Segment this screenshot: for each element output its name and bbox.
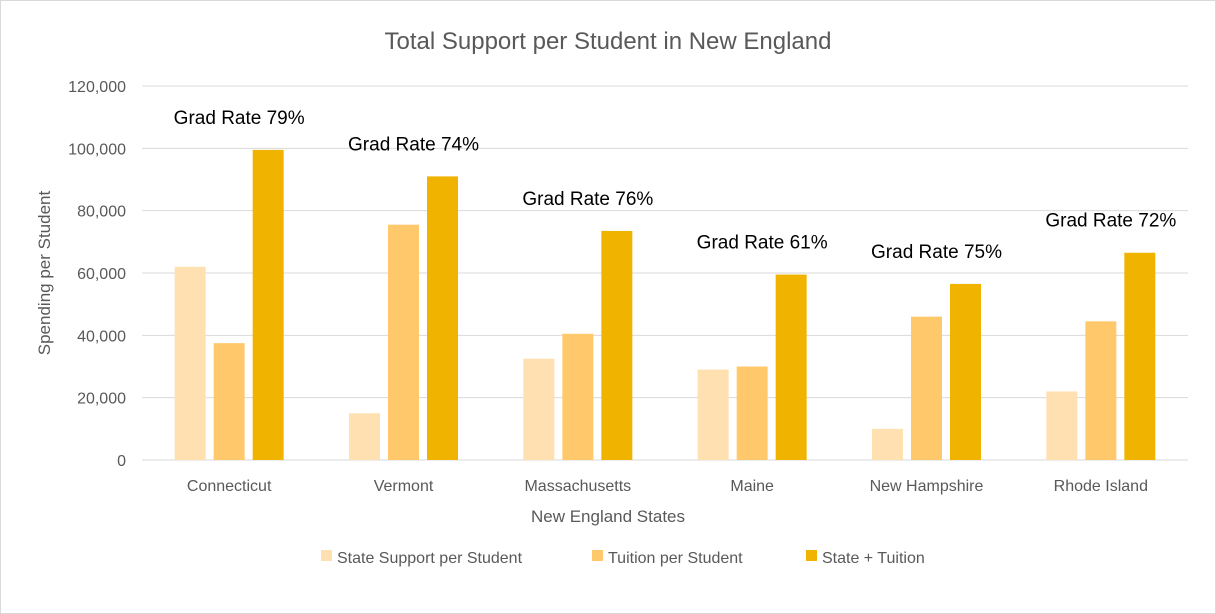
legend-label: Tuition per Student: [608, 550, 743, 567]
x-tick-label: Vermont: [374, 478, 434, 495]
x-axis-title: New England States: [531, 507, 685, 526]
annotations: Grad Rate 79% Grad Rate 74% Grad Rate 76% G…: [174, 108, 1177, 263]
x-tick-label: Massachusetts: [524, 478, 631, 495]
x-tick-label: Maine: [730, 478, 774, 495]
y-tick-label: 60,000: [77, 266, 126, 283]
bar: [911, 316, 942, 460]
legend-swatch: [321, 550, 332, 561]
y-axis-title: Spending per Student: [35, 190, 54, 355]
grad-rate-annotation: Grad Rate 75%: [871, 242, 1002, 263]
grad-rate-annotation: Grad Rate 76%: [522, 189, 653, 210]
x-tick-label: Connecticut: [187, 478, 272, 495]
bar: [349, 413, 380, 460]
bar: [736, 366, 768, 460]
x-tick-label: New Hampshire: [870, 478, 984, 495]
y-tick-label: 40,000: [77, 328, 126, 345]
bar: [388, 224, 419, 460]
legend-swatch: [806, 550, 817, 561]
grad-rate-annotation: Grad Rate 72%: [1045, 211, 1176, 232]
y-tick-label: 100,000: [68, 141, 126, 158]
x-axis-ticks: Connecticut Vermont Massachusetts Maine New …: [187, 478, 1148, 495]
x-tick-label: Rhode Island: [1054, 478, 1148, 495]
bar: [872, 428, 903, 460]
grad-rate-annotation: Grad Rate 74%: [348, 134, 479, 155]
y-tick-label: 20,000: [77, 391, 126, 408]
grad-rate-annotation: Grad Rate 61%: [697, 233, 828, 254]
y-tick-label: 120,000: [68, 79, 126, 96]
y-axis-ticks: 0 20,000 40,000 60,000 80,000 100,000 120,000: [68, 79, 126, 470]
bar: [697, 369, 729, 460]
bar: [174, 266, 206, 460]
bar: [775, 274, 807, 460]
bar: [1124, 252, 1156, 460]
bar: [562, 333, 594, 460]
legend-label: State + Tuition: [822, 550, 925, 567]
chart-title: Total Support per Student in New England: [385, 28, 832, 55]
bar: [213, 343, 245, 460]
grad-rate-annotation: Grad Rate 79%: [174, 108, 305, 129]
bar: [427, 176, 458, 460]
legend-label: State Support per Student: [337, 550, 523, 567]
bar: [950, 283, 981, 460]
gridlines: [142, 85, 1188, 461]
bar: [1046, 391, 1078, 460]
bar: [601, 230, 633, 460]
bar: [252, 149, 284, 460]
bar: [523, 358, 555, 460]
legend: State Support per Student Tuition per Stu…: [321, 550, 925, 567]
y-tick-label: 0: [117, 453, 126, 470]
y-tick-label: 80,000: [77, 204, 126, 221]
legend-swatch: [592, 550, 603, 561]
bar: [1085, 321, 1117, 460]
bars: [174, 149, 1156, 460]
